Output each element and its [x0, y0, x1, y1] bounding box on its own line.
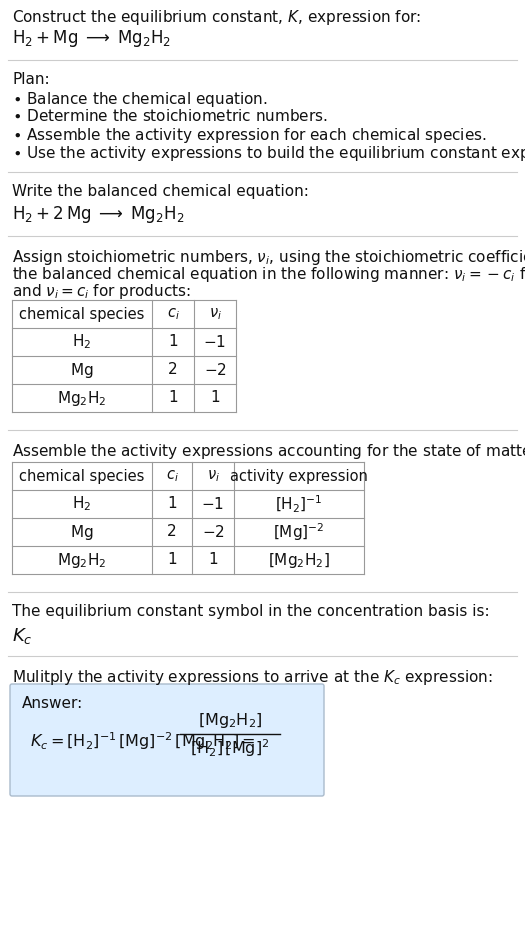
Text: $K_c$: $K_c$: [12, 626, 33, 646]
Text: Assemble the activity expressions accounting for the state of matter and $\nu_i$: Assemble the activity expressions accoun…: [12, 442, 525, 461]
Text: 1: 1: [168, 390, 178, 405]
FancyBboxPatch shape: [10, 684, 324, 796]
Text: $-2$: $-2$: [204, 362, 226, 378]
Text: $\mathrm{H_2}$: $\mathrm{H_2}$: [72, 495, 92, 514]
Text: $\nu_i$: $\nu_i$: [208, 306, 222, 322]
Text: $[\mathrm{H_2}]^{-1}$: $[\mathrm{H_2}]^{-1}$: [275, 493, 323, 515]
Text: 1: 1: [210, 390, 220, 405]
Text: Assign stoichiometric numbers, $\nu_i$, using the stoichiometric coefficients, $: Assign stoichiometric numbers, $\nu_i$, …: [12, 248, 525, 267]
Text: $\mathrm{H_2 + 2\,Mg \;\longrightarrow\; Mg_2H_2}$: $\mathrm{H_2 + 2\,Mg \;\longrightarrow\;…: [12, 204, 184, 225]
Text: $-2$: $-2$: [202, 524, 225, 540]
Text: the balanced chemical equation in the following manner: $\nu_i = -c_i$ for react: the balanced chemical equation in the fo…: [12, 265, 525, 284]
Text: 2: 2: [168, 362, 178, 377]
Text: activity expression: activity expression: [230, 469, 368, 484]
Text: $\bullet$ Balance the chemical equation.: $\bullet$ Balance the chemical equation.: [12, 90, 268, 109]
Text: $[\mathrm{H_2}]\,[\mathrm{Mg}]^2$: $[\mathrm{H_2}]\,[\mathrm{Mg}]^2$: [190, 737, 270, 758]
Text: 1: 1: [208, 553, 218, 568]
Text: $\mathrm{H_2}$: $\mathrm{H_2}$: [72, 333, 92, 351]
Text: Write the balanced chemical equation:: Write the balanced chemical equation:: [12, 184, 309, 199]
Text: $c_i$: $c_i$: [165, 468, 178, 484]
Text: $\nu_i$: $\nu_i$: [206, 468, 219, 484]
Text: $\mathrm{Mg_2H_2}$: $\mathrm{Mg_2H_2}$: [57, 389, 107, 407]
Text: 1: 1: [168, 334, 178, 349]
Text: $c_i$: $c_i$: [166, 306, 180, 322]
Text: $\mathrm{H_2 + Mg \;\longrightarrow\; Mg_2H_2}$: $\mathrm{H_2 + Mg \;\longrightarrow\; Mg…: [12, 28, 171, 49]
Text: chemical species: chemical species: [19, 306, 145, 321]
Text: $-1$: $-1$: [202, 496, 225, 512]
Text: $\mathrm{Mg}$: $\mathrm{Mg}$: [70, 522, 94, 542]
Text: Construct the equilibrium constant, $K$, expression for:: Construct the equilibrium constant, $K$,…: [12, 8, 422, 27]
Text: chemical species: chemical species: [19, 469, 145, 484]
Text: $-1$: $-1$: [204, 334, 226, 350]
Text: Plan:: Plan:: [12, 72, 50, 87]
Text: Mulitply the activity expressions to arrive at the $K_c$ expression:: Mulitply the activity expressions to arr…: [12, 668, 492, 687]
Text: $\bullet$ Determine the stoichiometric numbers.: $\bullet$ Determine the stoichiometric n…: [12, 108, 328, 124]
Text: $\bullet$ Assemble the activity expression for each chemical species.: $\bullet$ Assemble the activity expressi…: [12, 126, 487, 145]
Text: $\mathrm{Mg_2H_2}$: $\mathrm{Mg_2H_2}$: [57, 550, 107, 570]
Text: 2: 2: [167, 525, 177, 540]
Text: $[\mathrm{Mg_2H_2}]$: $[\mathrm{Mg_2H_2}]$: [268, 550, 330, 570]
Text: $\mathrm{Mg}$: $\mathrm{Mg}$: [70, 361, 94, 379]
Text: Answer:: Answer:: [22, 696, 83, 711]
Text: 1: 1: [167, 497, 177, 512]
Text: $[\mathrm{Mg}]^{-2}$: $[\mathrm{Mg}]^{-2}$: [273, 521, 325, 543]
Text: $K_c = [\mathrm{H_2}]^{-1}\,[\mathrm{Mg}]^{-2}\,[\mathrm{Mg_2H_2}] = $: $K_c = [\mathrm{H_2}]^{-1}\,[\mathrm{Mg}…: [30, 730, 256, 752]
Text: The equilibrium constant symbol in the concentration basis is:: The equilibrium constant symbol in the c…: [12, 604, 490, 619]
Text: $[\mathrm{Mg_2H_2}]$: $[\mathrm{Mg_2H_2}]$: [198, 712, 262, 730]
Text: and $\nu_i = c_i$ for products:: and $\nu_i = c_i$ for products:: [12, 282, 191, 301]
Text: $\bullet$ Use the activity expressions to build the equilibrium constant express: $\bullet$ Use the activity expressions t…: [12, 144, 525, 163]
Text: 1: 1: [167, 553, 177, 568]
